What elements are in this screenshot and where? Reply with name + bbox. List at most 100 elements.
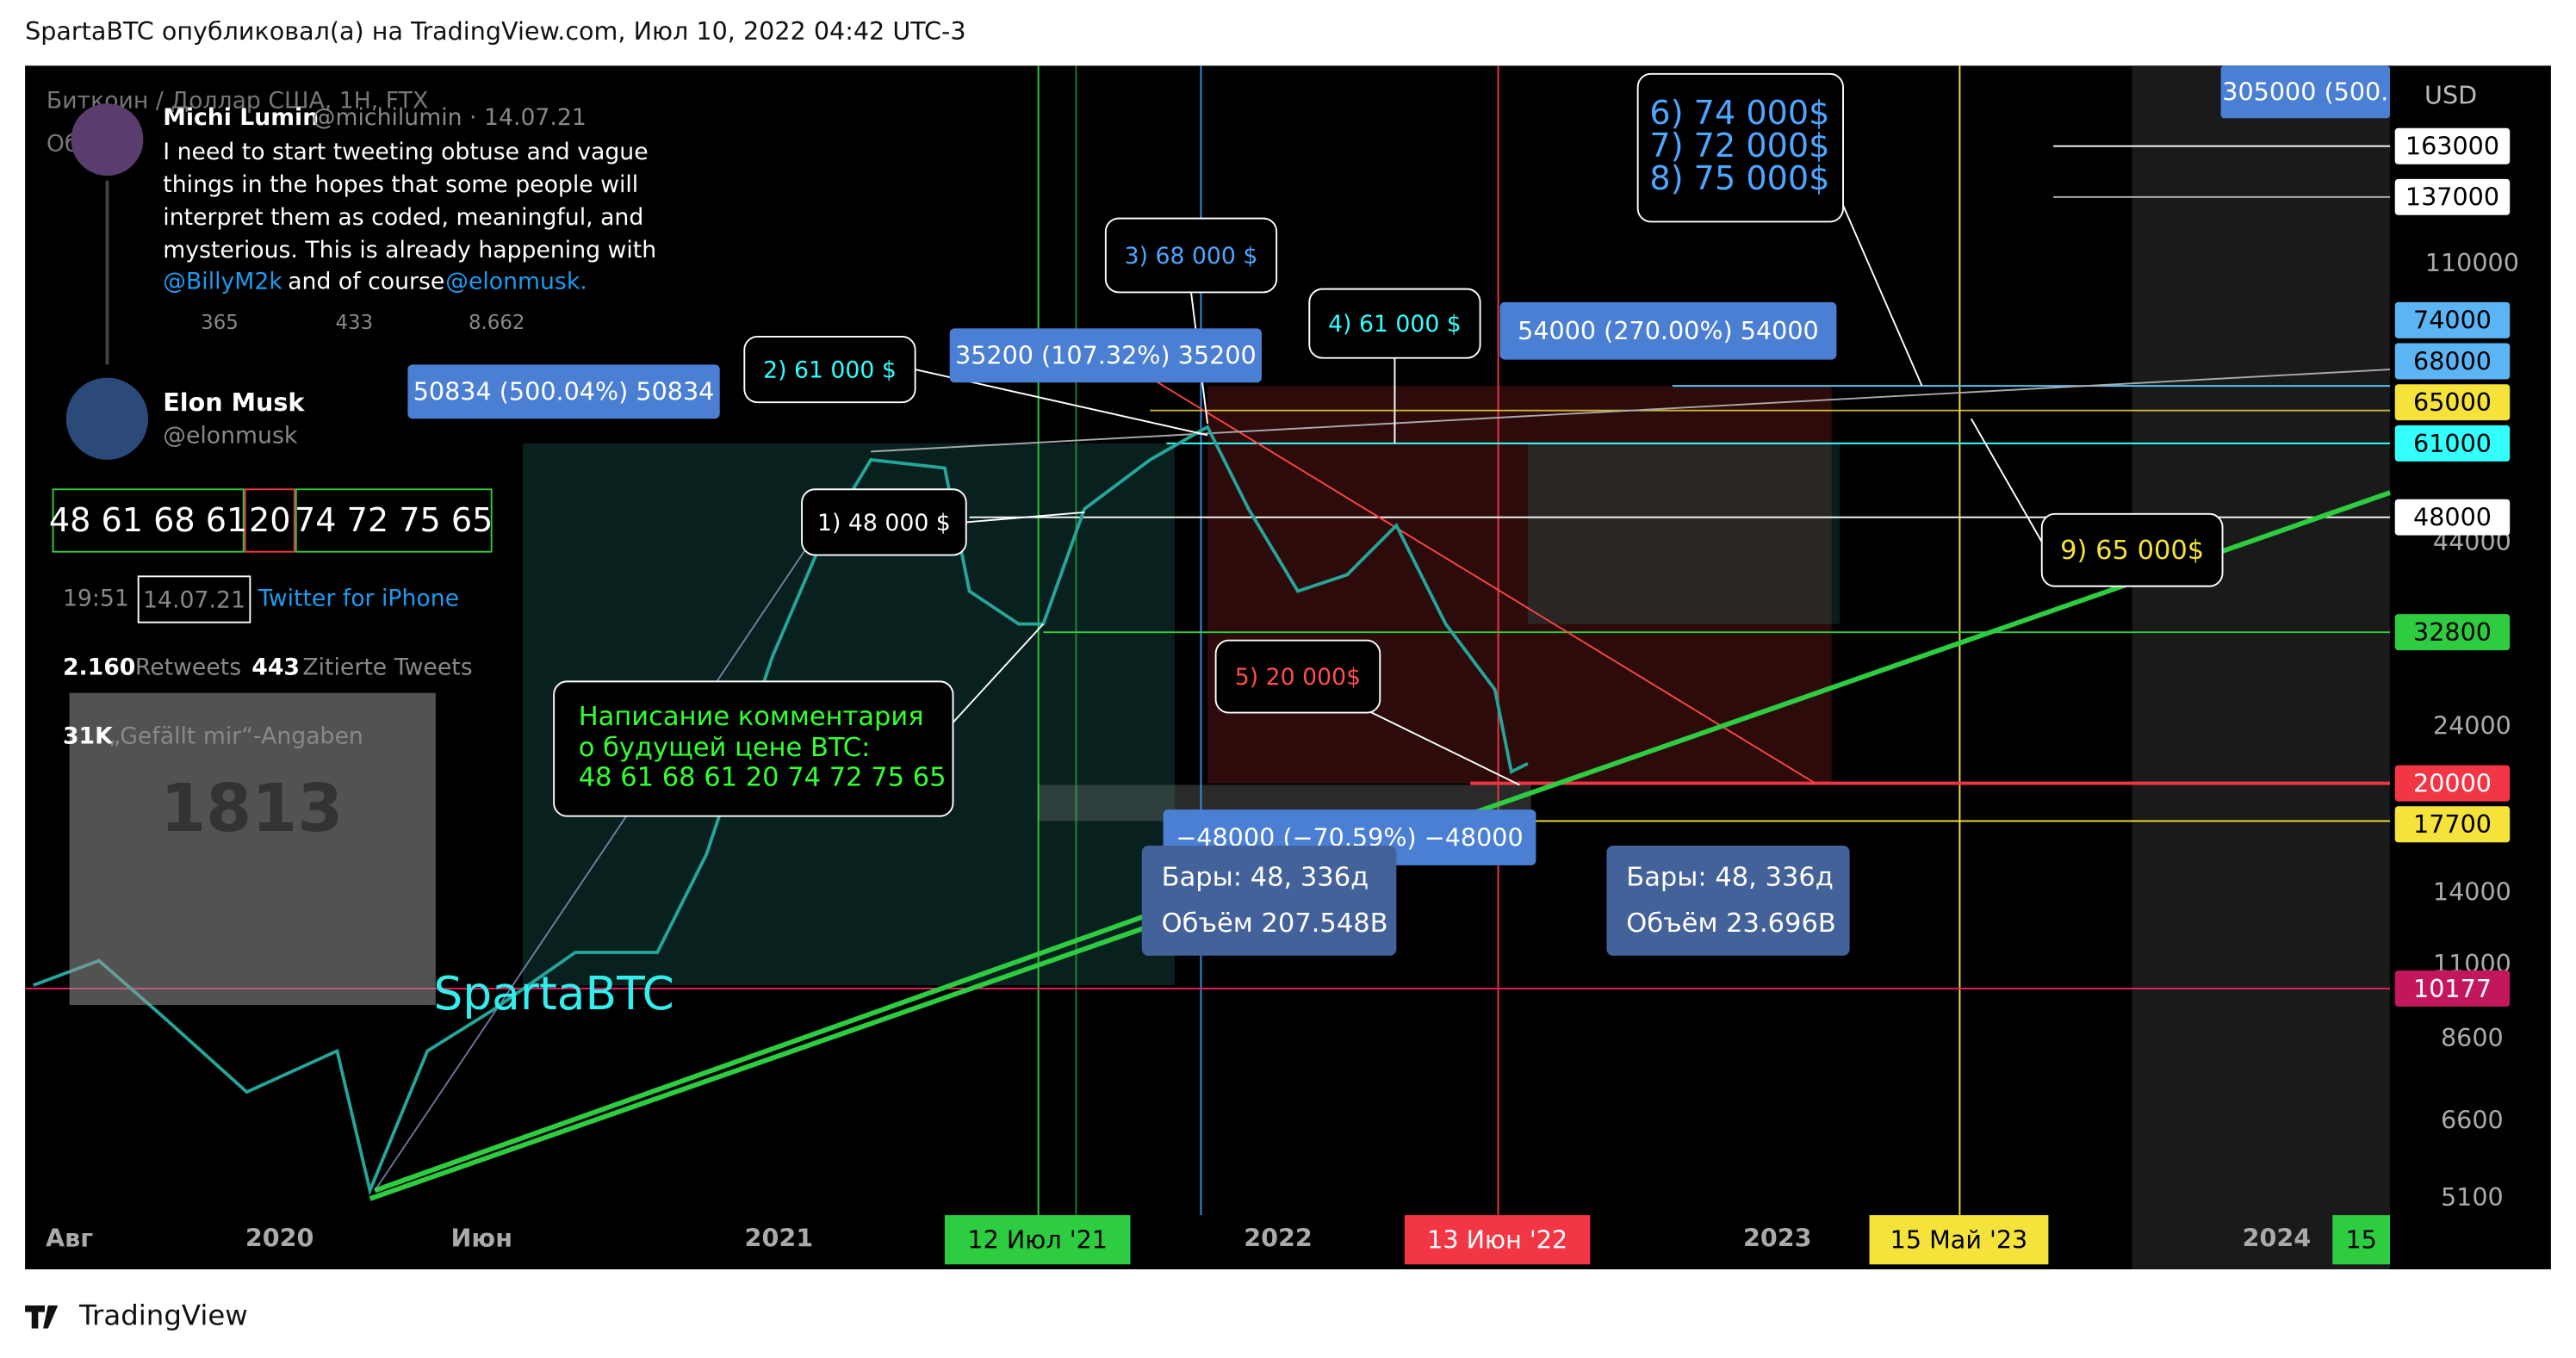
measure: 35200 (107.32%) 35200 <box>955 341 1257 370</box>
price-tag: 10177 <box>2413 974 2492 1003</box>
price-tag-box <box>2394 178 2511 215</box>
price-label: 5100 <box>2441 1182 2504 1212</box>
stats: Бары: 48, 336д <box>1162 863 1369 893</box>
stats: Объём 23.696B <box>1626 908 1835 939</box>
stat: 443 <box>251 654 300 681</box>
measure: 50834 (500.04%) 50834 <box>413 377 715 406</box>
meme-text: 1813 <box>160 770 343 846</box>
callout: 7) 72 000$ <box>1649 127 1829 164</box>
tweet-handle: @michilumin · 14.07.21 <box>313 104 587 131</box>
stats-box <box>1606 846 1850 956</box>
time-label: 2023 <box>1743 1224 1812 1253</box>
retweet-count: 433 <box>336 312 374 334</box>
time-tag: 13 Июн '22 <box>1427 1225 1567 1255</box>
price-tag: 32800 <box>2413 617 2492 647</box>
comment: 48 61 68 61 20 74 72 75 65 <box>579 762 947 792</box>
price-tag-box <box>2394 301 2511 338</box>
tweet-date-box <box>137 575 251 623</box>
stats: Бары: 48, 336д <box>1626 863 1834 893</box>
tweet-date: 14.07.21 <box>143 586 245 613</box>
callout-box <box>1104 217 1278 294</box>
price-tag: 65000 <box>2413 388 2492 417</box>
callout: 2) 61 000 $ <box>763 357 897 383</box>
price-tag: 305000 (500. <box>2222 78 2388 107</box>
code-box <box>52 488 245 553</box>
label: USD <box>2424 81 2477 110</box>
code-box <box>295 488 493 553</box>
tweet-line: I need to start tweeting obtuse and vagu… <box>163 139 648 165</box>
price-tag-box <box>2394 614 2511 651</box>
time-tag-box <box>944 1215 1131 1265</box>
callout-box <box>801 488 967 556</box>
callout: 5) 20 000$ <box>1235 664 1361 691</box>
price-tag-box <box>2220 65 2391 119</box>
price-label: 8600 <box>2441 1023 2504 1052</box>
brand: TradingView <box>78 1299 248 1331</box>
price-tag: 48000 <box>2413 503 2492 532</box>
avatar <box>65 377 149 460</box>
reply-count: 365 <box>201 312 239 334</box>
tweet-line: interpret them as coded, meaningful, and <box>163 204 643 231</box>
time-tag-box <box>1869 1215 2049 1265</box>
price-tag: 17700 <box>2413 809 2492 839</box>
range-red <box>1207 386 1832 784</box>
tweet-line: mysterious. This is already happening wi… <box>163 237 656 264</box>
code: 48 61 68 61 <box>49 501 247 539</box>
time-tag: 12 Июл '21 <box>967 1225 1108 1255</box>
tweet-line: and of course <box>288 268 444 295</box>
price-tag-box <box>2394 499 2511 536</box>
callout: 9) 65 000$ <box>2060 536 2204 566</box>
code-box <box>244 488 295 553</box>
time-tag: 15 <box>2345 1225 2376 1255</box>
callout-box <box>1636 72 1844 223</box>
price-tag: 74000 <box>2413 306 2492 335</box>
time-tag-box <box>2332 1215 2391 1265</box>
logo <box>25 1305 59 1329</box>
price-tag-box <box>2394 384 2511 421</box>
stat-label: Retweets <box>135 654 241 681</box>
time-label: Июн <box>450 1224 512 1253</box>
time-label: Авг <box>46 1224 93 1253</box>
range-teal <box>1527 443 1840 624</box>
comment: Написание комментария <box>579 702 924 732</box>
price-path <box>32 425 1529 1196</box>
price-tag-box <box>2394 806 2511 843</box>
time-label: 2024 <box>2243 1224 2312 1253</box>
callout-box <box>1308 288 1481 359</box>
tweet-source: Twitter for iPhone <box>258 586 459 612</box>
comment: о будущей цене BTC: <box>579 733 871 763</box>
price-tag: 68000 <box>2413 346 2492 375</box>
meme-image <box>69 692 436 1006</box>
tweet-name: Michi Lumin <box>163 104 319 131</box>
callout-box <box>743 335 916 404</box>
price-tag: 61000 <box>2413 429 2492 458</box>
price-tag-box <box>2394 343 2511 380</box>
future-zone <box>2132 65 2391 1270</box>
stat-label: Zitierte Tweets <box>302 654 472 681</box>
price-label: 14000 <box>2433 877 2511 906</box>
callout-box <box>2040 512 2224 587</box>
watermark: SpartaBTC <box>433 966 673 1020</box>
price-tag: 163000 <box>2405 132 2499 161</box>
stat: 2.160 <box>63 654 135 681</box>
callout-box <box>1214 639 1381 714</box>
mention: @BillyM2k <box>163 268 282 295</box>
price-tag: 137000 <box>2405 183 2499 212</box>
measure-box <box>407 364 720 419</box>
code: 74 72 75 65 <box>295 501 493 539</box>
measure-box <box>1499 301 1837 360</box>
stat-label: „Gefällt mir“-Angaben <box>109 723 363 750</box>
time-tag-box <box>1404 1215 1591 1265</box>
price-tag-box <box>2394 127 2511 164</box>
time-label: 2022 <box>1244 1224 1313 1253</box>
callout: 4) 61 000 $ <box>1328 311 1462 338</box>
header: SpartaBTC опубликовал(а) на TradingView.… <box>25 16 965 46</box>
price-tag-box <box>2394 970 2511 1007</box>
callout: 3) 68 000 $ <box>1125 243 1258 270</box>
avatar <box>71 103 144 177</box>
price-label: 6600 <box>2441 1105 2504 1134</box>
like-count: 8.662 <box>469 312 525 334</box>
time-tag: 15 Май '23 <box>1890 1225 2028 1255</box>
